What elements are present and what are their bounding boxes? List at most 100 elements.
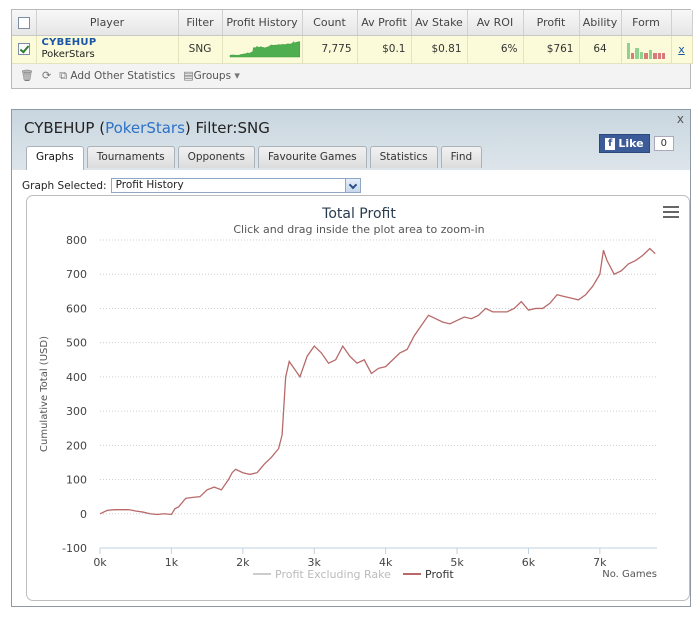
header-ability[interactable]: Ability xyxy=(579,10,622,36)
legend-profit-excluding-rake: Profit Excluding Rake xyxy=(275,568,391,581)
header-filter[interactable]: Filter xyxy=(178,10,223,36)
graph-select-value: Profit History xyxy=(115,179,184,191)
stats-table: Player Filter Profit History Count Av Pr… xyxy=(12,10,693,64)
form-bar xyxy=(648,50,653,59)
form-bar xyxy=(626,43,630,59)
x-axis-label: No. Games xyxy=(602,569,657,580)
y-tick-label: 300 xyxy=(66,405,87,418)
chart-container[interactable]: Total Profit Click and drag inside the pl… xyxy=(26,195,690,601)
header-player[interactable]: Player xyxy=(36,10,179,36)
y-tick-label: 700 xyxy=(66,268,87,281)
header-av-profit[interactable]: Av Profit xyxy=(357,10,412,36)
x-tick-label: 3k xyxy=(308,556,322,569)
x-tick-label: 4k xyxy=(379,556,393,569)
select-all-checkbox[interactable] xyxy=(17,16,30,29)
tab-tournaments[interactable]: Tournaments xyxy=(86,146,175,168)
close-icon[interactable]: x xyxy=(676,112,684,126)
y-tick-label: 500 xyxy=(66,337,87,350)
x-tick-label: 0k xyxy=(93,556,107,569)
profit-cell: $761 xyxy=(523,35,580,64)
player-site: PokerStars xyxy=(41,49,95,60)
header-count[interactable]: Count xyxy=(302,10,358,36)
row-select-cell[interactable] xyxy=(12,35,37,64)
chart-title: Total Profit xyxy=(321,206,396,222)
form-cell xyxy=(621,35,672,64)
form-bar xyxy=(644,53,648,59)
groups-dropdown[interactable]: ▤Groups ▾ xyxy=(183,69,240,82)
trash-icon[interactable]: 🗑 xyxy=(20,69,34,82)
x-tick-label: 5k xyxy=(450,556,464,569)
graph-select[interactable]: Profit History xyxy=(110,178,361,193)
panel-title: CYBEHUP (PokerStars) Filter:SNG xyxy=(24,119,270,137)
tab-favourite-games[interactable]: Favourite Games xyxy=(257,146,367,168)
av-roi-cell: 6% xyxy=(467,35,524,64)
av-stake-cell: $0.81 xyxy=(411,35,468,64)
facebook-like[interactable]: f Like 0 xyxy=(599,134,674,153)
header-select-all[interactable] xyxy=(12,10,37,36)
graph-selected-label: Graph Selected: xyxy=(22,179,107,192)
player-name[interactable]: CYBEHUP xyxy=(41,37,97,48)
legend-profit: Profit xyxy=(425,568,454,581)
y-tick-label: 100 xyxy=(66,474,87,487)
chart-subtitle: Click and drag inside the plot area to z… xyxy=(233,223,484,236)
add-stat-icon: ⧉ xyxy=(59,68,68,82)
header-profit[interactable]: Profit xyxy=(523,10,580,36)
x-tick-label: 6k xyxy=(522,556,536,569)
header-remove xyxy=(671,10,693,36)
player-cell[interactable]: CYBEHUP PokerStars xyxy=(36,35,179,64)
table-row[interactable]: CYBEHUP PokerStars SNG 7,775 $0.1 $0.81 … xyxy=(12,35,693,64)
title-filter: Filter:SNG xyxy=(195,119,270,137)
facebook-icon: f xyxy=(605,137,616,150)
form-bar xyxy=(635,48,639,59)
menu-icon[interactable] xyxy=(663,206,679,221)
av-profit-cell: $0.1 xyxy=(357,35,412,64)
panel-header: CYBEHUP (PokerStars) Filter:SNG x f Like… xyxy=(12,110,690,170)
panel-body: Graph Selected: Profit History Total Pro… xyxy=(12,170,690,606)
filter-cell: SNG xyxy=(178,35,223,64)
header-av-roi[interactable]: Av ROI xyxy=(467,10,524,36)
profit-history-cell xyxy=(222,35,303,64)
refresh-icon[interactable]: ⟳ xyxy=(41,69,52,82)
tab-opponents[interactable]: Opponents xyxy=(177,146,255,168)
chart-legend: Profit Excluding Rake Profit xyxy=(253,568,454,581)
chevron-down-icon: ▾ xyxy=(234,69,240,82)
like-label: Like xyxy=(618,137,644,150)
y-tick-label: 400 xyxy=(66,371,87,384)
add-other-statistics-button[interactable]: ⧉ Add Other Statistics xyxy=(59,69,175,83)
add-other-statistics-label: Add Other Statistics xyxy=(70,69,176,82)
profit-history-sparkline xyxy=(229,41,300,58)
title-player: CYBEHUP xyxy=(24,119,95,137)
form-bar xyxy=(630,53,635,59)
stats-header-row: Player Filter Profit History Count Av Pr… xyxy=(12,10,693,36)
header-form[interactable]: Form xyxy=(621,10,672,36)
stats-panel: Player Filter Profit History Count Av Pr… xyxy=(11,9,693,89)
header-av-stake[interactable]: Av Stake xyxy=(411,10,468,36)
tab-bar: Graphs Tournaments Opponents Favourite G… xyxy=(26,146,483,170)
form-bar xyxy=(657,53,662,59)
count-cell: 7,775 xyxy=(302,35,358,64)
remove-row-button[interactable]: x xyxy=(678,42,685,56)
ability-cell: 64 xyxy=(579,35,622,64)
x-tick-label: 7k xyxy=(593,556,607,569)
title-site[interactable]: PokerStars xyxy=(105,119,185,137)
form-bars xyxy=(626,39,666,59)
row-checkbox[interactable] xyxy=(17,43,30,55)
tab-graphs[interactable]: Graphs xyxy=(26,146,84,170)
stats-toolbar: 🗑 ⟳ ⧉ Add Other Statistics ▤Groups ▾ xyxy=(12,63,690,88)
sparkline-area xyxy=(229,41,300,58)
tab-find[interactable]: Find xyxy=(440,146,483,168)
remove-cell[interactable]: x xyxy=(671,35,693,64)
like-button[interactable]: f Like xyxy=(599,134,650,153)
chevron-down-icon[interactable] xyxy=(344,179,360,192)
y-tick-label: 0 xyxy=(80,508,87,521)
tab-statistics[interactable]: Statistics xyxy=(369,146,438,168)
groups-label: Groups xyxy=(193,70,232,82)
player-panel: CYBEHUP (PokerStars) Filter:SNG x f Like… xyxy=(11,109,691,607)
y-tick-label: 600 xyxy=(66,302,87,315)
x-tick-label: 2k xyxy=(236,556,250,569)
x-tick-label: 1k xyxy=(165,556,179,569)
header-profit-history[interactable]: Profit History xyxy=(222,10,303,36)
form-bar xyxy=(653,53,657,59)
y-tick-label: 800 xyxy=(66,234,87,247)
